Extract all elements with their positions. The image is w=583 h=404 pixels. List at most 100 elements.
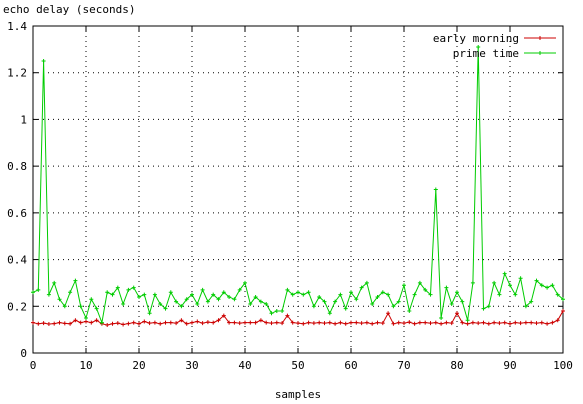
- data-point: [486, 321, 491, 326]
- data-point: [110, 292, 115, 297]
- data-point: [465, 321, 470, 326]
- data-point: [89, 320, 94, 325]
- x-tick-label: 60: [344, 359, 357, 372]
- data-point: [449, 321, 454, 326]
- data-point: [142, 319, 147, 324]
- data-point: [168, 290, 173, 295]
- data-point: [449, 301, 454, 306]
- data-point: [152, 292, 157, 297]
- data-point: [343, 306, 348, 311]
- data-point: [550, 320, 555, 325]
- data-point: [142, 292, 147, 297]
- data-point: [375, 294, 380, 299]
- data-point: [174, 299, 179, 304]
- data-point: [243, 320, 247, 325]
- data-point: [232, 320, 237, 325]
- x-axis-label: samples: [275, 388, 321, 401]
- data-point: [439, 321, 444, 326]
- data-point: [110, 321, 115, 326]
- data-point: [481, 320, 486, 325]
- data-point: [561, 308, 565, 313]
- data-point: [529, 299, 534, 304]
- data-point: [534, 321, 539, 326]
- data-point: [115, 321, 120, 326]
- data-point: [370, 301, 375, 306]
- data-point: [264, 320, 269, 325]
- data-point: [402, 283, 406, 288]
- data-point: [338, 292, 343, 297]
- data-point: [73, 278, 78, 283]
- data-point: [274, 320, 279, 325]
- data-point: [227, 320, 232, 325]
- data-point: [455, 290, 459, 295]
- data-point: [296, 321, 300, 326]
- data-point: [497, 292, 502, 297]
- data-point: [216, 297, 221, 302]
- data-point: [237, 321, 242, 326]
- legend: early morning prime time: [433, 32, 556, 60]
- data-point: [380, 290, 385, 295]
- data-point: [561, 297, 565, 302]
- y-tick-label: 1.2: [7, 67, 27, 80]
- data-point: [253, 294, 258, 299]
- data-point: [534, 278, 539, 283]
- data-point: [211, 292, 216, 297]
- data-point: [52, 321, 57, 326]
- data-point: [232, 297, 237, 302]
- data-point: [476, 321, 481, 326]
- data-point: [62, 304, 67, 309]
- data-point: [391, 304, 396, 309]
- data-point: [396, 299, 401, 304]
- axis-ticks: 0 10 20 30 40 50 60 70 80 90 100 0 0.2 0.4 0.6 0.8 1 1.2 1…: [7, 20, 573, 372]
- data-point: [36, 321, 41, 326]
- data-point: [327, 320, 332, 325]
- data-point: [84, 315, 88, 320]
- x-tick-label: 30: [185, 359, 198, 372]
- data-point: [322, 299, 327, 304]
- data-point: [205, 299, 210, 304]
- data-point: [105, 290, 110, 295]
- data-point: [126, 287, 131, 292]
- data-point: [444, 320, 449, 325]
- data-point: [311, 321, 316, 326]
- series-layer: [31, 45, 565, 327]
- data-point: [190, 292, 194, 297]
- data-point: [115, 285, 120, 290]
- data-point: [78, 320, 83, 325]
- data-point: [513, 320, 518, 325]
- series-early-morning: [31, 308, 565, 327]
- data-point: [52, 280, 57, 285]
- data-point: [200, 321, 205, 326]
- x-tick-label: 20: [132, 359, 145, 372]
- data-point: [190, 320, 194, 325]
- data-point: [396, 320, 401, 325]
- data-point: [502, 271, 507, 276]
- y-tick-label: 1.4: [7, 20, 27, 33]
- x-tick-label: 50: [291, 359, 304, 372]
- y-tick-label: 0.2: [7, 300, 27, 313]
- data-point: [221, 290, 226, 295]
- y-axis-label: echo delay (seconds): [3, 3, 135, 16]
- data-point: [68, 321, 73, 326]
- data-point: [306, 290, 311, 295]
- data-point: [163, 306, 168, 311]
- data-point: [402, 321, 406, 326]
- data-point: [508, 321, 512, 326]
- x-tick-label: 100: [553, 359, 573, 372]
- data-point: [349, 320, 353, 325]
- data-point: [62, 321, 67, 326]
- y-tick-label: 1: [20, 113, 27, 126]
- data-point: [523, 304, 528, 309]
- data-point: [126, 321, 131, 326]
- data-point: [481, 306, 486, 311]
- data-point: [333, 299, 338, 304]
- data-point: [290, 292, 295, 297]
- data-point: [280, 308, 285, 313]
- data-point: [486, 304, 491, 309]
- data-point: [470, 320, 475, 325]
- data-point: [184, 321, 189, 326]
- data-point: [285, 313, 290, 318]
- data-point: [306, 320, 311, 325]
- data-point: [274, 308, 279, 313]
- data-point: [31, 320, 35, 325]
